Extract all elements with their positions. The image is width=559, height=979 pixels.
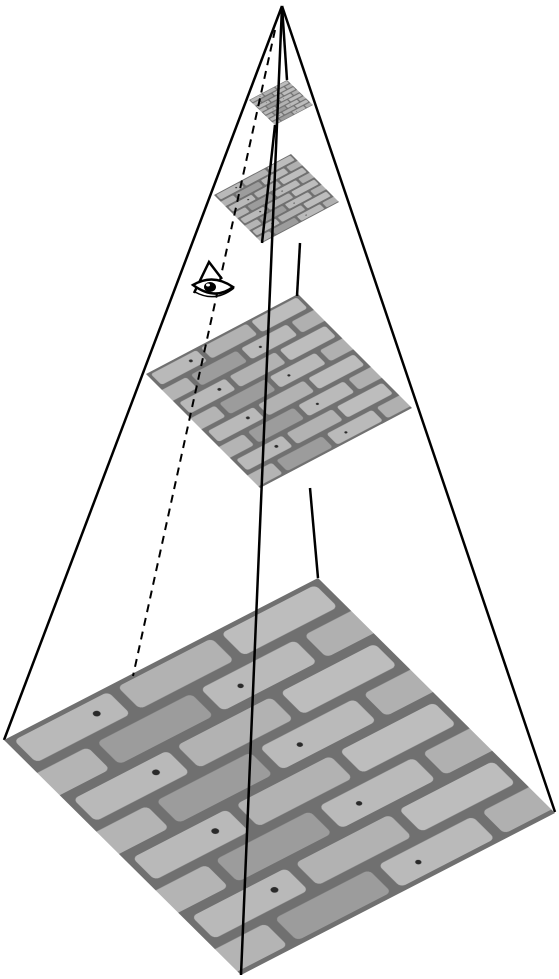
level-0-finest-plane [4,578,555,975]
pyramid-edge-inner-3 [308,487,320,579]
sight-line [132,29,276,677]
level-3-coarsest-plane [249,80,313,125]
pyramid-levels [4,80,555,975]
pyramid-edge-front [239,5,284,976]
eye-icon [190,259,236,298]
level-1-plane [146,294,412,488]
pyramid-edge-right [280,5,557,813]
level-2-plane [214,154,339,243]
pyramid-edge-inner-1 [260,124,277,244]
pyramid-front-edges [132,5,320,976]
pyramid-edge-inner-2 [295,242,302,297]
pyramid-back-edges [2,5,557,813]
pyramid-edge-inner-top [280,5,289,81]
pyramid-edge-left [2,5,284,741]
